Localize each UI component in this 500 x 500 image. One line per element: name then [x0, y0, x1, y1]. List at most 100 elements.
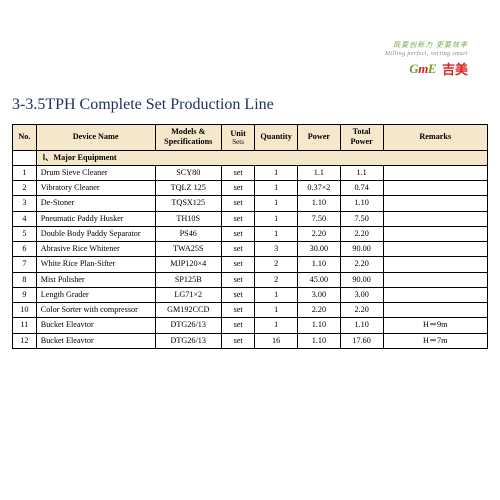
cell-qty: 1 [255, 181, 298, 196]
col-qty: Quantity [255, 125, 298, 151]
cell-power: 2.20 [298, 226, 341, 241]
cell-tpower: 90.00 [340, 272, 383, 287]
cell-device: Bucket Eleavtor [36, 333, 155, 348]
cell-model: SP125B [155, 272, 222, 287]
spec-table: No. Device Name Models & Specifications … [12, 124, 488, 349]
cell-tpower: 3.00 [340, 287, 383, 302]
cell-qty: 1 [255, 287, 298, 302]
cell-device: Double Body Paddy Separator [36, 226, 155, 241]
section-row: Ⅰ、Major Equipment [13, 150, 488, 165]
brand-cn: 吉美 [442, 59, 468, 78]
cell-unit: set [222, 257, 255, 272]
cell-unit: set [222, 287, 255, 302]
cell-remarks [383, 226, 488, 241]
cell-unit: set [222, 318, 255, 333]
col-model: Models & Specifications [155, 125, 222, 151]
cell-unit: set [222, 181, 255, 196]
cell-remarks [383, 211, 488, 226]
col-remarks: Remarks [383, 125, 488, 151]
table-row: 10Color Sorter with compressorGM192CCDse… [13, 303, 488, 318]
col-no: No. [13, 125, 37, 151]
cell-device: Drum Sieve Cleaner [36, 165, 155, 180]
cell-model: SCY80 [155, 165, 222, 180]
cell-remarks: H＝7m [383, 333, 488, 348]
cell-no: 4 [13, 211, 37, 226]
cell-qty: 16 [255, 333, 298, 348]
cell-power: 30.00 [298, 242, 341, 257]
cell-device: Vibratory Cleaner [36, 181, 155, 196]
col-tpower: Total Power [340, 125, 383, 151]
cell-device: Color Sorter with compressor [36, 303, 155, 318]
cell-power: 1.10 [298, 333, 341, 348]
cell-device: Pneumatic Paddy Husker [36, 211, 155, 226]
table-body: Ⅰ、Major Equipment 1 Drum Sieve CleanerSCY… [13, 150, 488, 348]
cell-unit: set [222, 333, 255, 348]
table-row: 8Mist PolisherSP125Bset245.0090.00 [13, 272, 488, 287]
cell-model: DTG26/13 [155, 333, 222, 348]
section-no-blank [13, 150, 37, 165]
cell-unit: set [222, 165, 255, 180]
col-power: Power [298, 125, 341, 151]
table-row: 12Bucket EleavtorDTG26/13set161.1017.60H… [13, 333, 488, 348]
cell-power: 45.00 [298, 272, 341, 287]
col-unit-main: Unit [230, 129, 245, 138]
branding-block: 既要创新力 更要效率 Milling perfect, sorting smar… [12, 10, 488, 88]
cell-no: 8 [13, 272, 37, 287]
cell-no: 7 [13, 257, 37, 272]
cell-qty: 2 [255, 257, 298, 272]
cell-no: 10 [13, 303, 37, 318]
cell-unit: set [222, 242, 255, 257]
cell-no: 6 [13, 242, 37, 257]
cell-tpower: 1.1 [340, 165, 383, 180]
cell-model: DTG26/13 [155, 318, 222, 333]
table-row: 6Abrasive Rice WhitenerTWA25Sset330.0090… [13, 242, 488, 257]
cell-model: TWA25S [155, 242, 222, 257]
cell-power: 1.10 [298, 196, 341, 211]
brand-logo: GmE 吉美 [12, 59, 468, 78]
cell-tpower: 7.50 [340, 211, 383, 226]
cell-remarks [383, 196, 488, 211]
cell-device: Abrasive Rice Whitener [36, 242, 155, 257]
cell-tpower: 2.20 [340, 257, 383, 272]
col-unit: Unit Sets [222, 125, 255, 151]
cell-device: Mist Polisher [36, 272, 155, 287]
brand-en-e: E [428, 61, 436, 76]
cell-unit: set [222, 196, 255, 211]
cell-power: 7.50 [298, 211, 341, 226]
col-unit-sub: Sets [225, 139, 251, 146]
cell-device: De-Stoner [36, 196, 155, 211]
cell-qty: 3 [255, 242, 298, 257]
table-row: 5Double Body Paddy SeparatorPS46set12.20… [13, 226, 488, 241]
cell-model: MJP120×4 [155, 257, 222, 272]
page: 既要创新力 更要效率 Milling perfect, sorting smar… [0, 0, 500, 500]
cell-remarks [383, 181, 488, 196]
cell-qty: 1 [255, 196, 298, 211]
cell-qty: 1 [255, 318, 298, 333]
cell-device: Bucket Eleavtor [36, 318, 155, 333]
brand-en: GmE [409, 61, 436, 77]
cell-power: 1.1 [298, 165, 341, 180]
table-row: 1Drum Sieve CleanerSCY80set11.11.1 [13, 165, 488, 180]
cell-remarks [383, 257, 488, 272]
cell-qty: 1 [255, 165, 298, 180]
page-title: 3-3.5TPH Complete Set Production Line [12, 96, 488, 114]
cell-no: 12 [13, 333, 37, 348]
cell-remarks [383, 303, 488, 318]
cell-tpower: 1.10 [340, 318, 383, 333]
table-row: 7White Rice Plan-SifterMJP120×4set21.102… [13, 257, 488, 272]
table-row: 3De-StonerTQSX125set11.101.10 [13, 196, 488, 211]
cell-remarks [383, 165, 488, 180]
cell-device: Length Grader [36, 287, 155, 302]
cell-remarks [383, 242, 488, 257]
cell-qty: 1 [255, 226, 298, 241]
tagline-cn: 既要创新力 更要效率 [12, 40, 468, 50]
cell-remarks [383, 272, 488, 287]
tagline-en: Milling perfect, sorting smart [12, 51, 468, 57]
cell-qty: 2 [255, 272, 298, 287]
cell-tpower: 17.60 [340, 333, 383, 348]
cell-device: White Rice Plan-Sifter [36, 257, 155, 272]
brand-en-m: m [418, 61, 428, 76]
section-title: Ⅰ、Major Equipment [36, 150, 487, 165]
table-row: 9Length GraderLG71×2set13.003.00 [13, 287, 488, 302]
cell-power: 1.10 [298, 318, 341, 333]
